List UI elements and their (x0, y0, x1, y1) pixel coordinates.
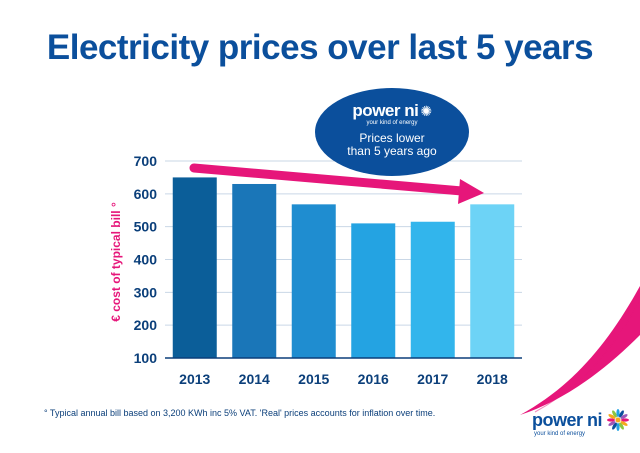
callout-line-1: Prices lower (359, 131, 425, 145)
brand-logo: power ni your kind of energy (532, 408, 632, 448)
callout-brand-text: power ni (352, 101, 419, 120)
x-tick-labels: 2013 2014 2015 2016 2017 2018 (179, 371, 508, 387)
y-tick-label: 200 (134, 317, 158, 333)
x-tick-label: 2015 (298, 371, 329, 387)
bar-2014 (232, 183, 277, 358)
y-axis-label: € cost of typical bill ° (109, 202, 123, 322)
flower-petal (621, 418, 629, 422)
x-tick-label: 2017 (417, 371, 448, 387)
bar-2016 (351, 223, 396, 358)
flower-petal (616, 423, 620, 431)
callout-tagline: your kind of energy (366, 120, 418, 126)
footnote: ° Typical annual bill based on 3,200 KWh… (44, 408, 436, 418)
flower-icon (607, 409, 629, 431)
bar-2015 (291, 204, 336, 358)
logo-name: power ni (532, 410, 603, 430)
flower-petal (607, 418, 615, 422)
y-tick-label: 600 (134, 186, 158, 202)
x-tick-label: 2014 (239, 371, 270, 387)
y-tick-labels: 100 200 300 400 500 600 700 (134, 153, 158, 366)
flower-petal (620, 421, 628, 426)
flower-petal (612, 410, 617, 418)
flower-petal (608, 414, 616, 419)
y-tick-label: 300 (134, 284, 158, 300)
x-tick-label: 2013 (179, 371, 210, 387)
bar-2017 (410, 221, 455, 358)
trend-arrow (189, 163, 484, 204)
y-tick-label: 700 (134, 153, 158, 169)
x-tick-label: 2016 (358, 371, 389, 387)
callout-bubble: power ni ✺ your kind of energy Prices low… (315, 88, 469, 176)
y-tick-label: 400 (134, 252, 158, 268)
page-title: Electricity prices over last 5 years (46, 28, 594, 67)
y-tick-label: 500 (134, 219, 158, 235)
callout-message: Prices lower than 5 years ago (315, 132, 469, 158)
x-tick-label: 2018 (477, 371, 508, 387)
callout-line-2: than 5 years ago (347, 144, 437, 158)
flower-petal (620, 414, 628, 419)
flower-petal (616, 409, 620, 417)
flower-petal (612, 422, 617, 430)
flower-petal (619, 422, 624, 430)
bar-2013 (172, 177, 217, 358)
flower-petal (608, 421, 616, 426)
sun-icon: ✺ (420, 103, 432, 119)
y-tick-label: 100 (134, 350, 158, 366)
callout-brand: power ni ✺ (315, 101, 469, 121)
logo-tagline: your kind of energy (534, 431, 586, 437)
bar-2018 (470, 204, 515, 358)
flower-petal (619, 410, 624, 418)
bars (172, 177, 515, 358)
